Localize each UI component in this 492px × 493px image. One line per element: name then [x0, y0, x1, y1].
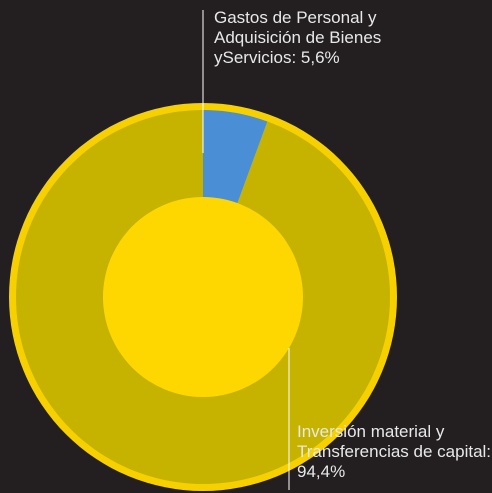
donut-hole: [103, 197, 303, 397]
slice-label: Gastos de Personal y Adquisición de Bien…: [214, 8, 382, 67]
slice-label: Inversión material y Transferencias de c…: [297, 422, 492, 481]
